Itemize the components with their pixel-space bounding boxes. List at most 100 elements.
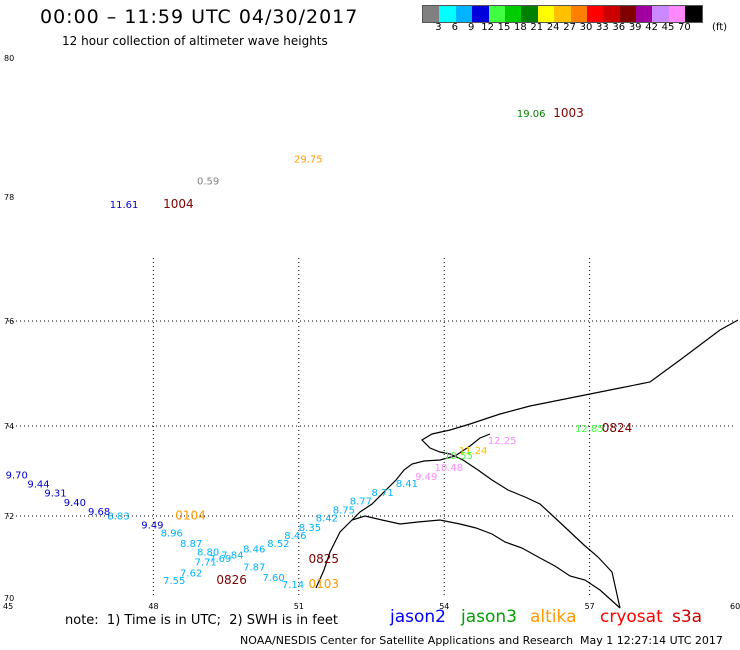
pass-time-label: 0103	[308, 577, 339, 591]
lon-tick-label: 60	[730, 602, 740, 611]
scale-label: 18	[514, 22, 527, 33]
color-scale-bar	[422, 5, 703, 23]
coastline-strait	[351, 433, 491, 521]
pass-time-label: 0825	[308, 552, 339, 566]
satellite-legend-item: jason2	[390, 607, 446, 627]
scale-swatch	[619, 6, 637, 22]
wave-height-value: 8.83	[107, 511, 129, 522]
scale-label: 36	[612, 22, 626, 33]
wave-height-value: 10.48	[435, 463, 464, 474]
coastline	[315, 319, 739, 609]
wave-height-value: 8.41	[396, 479, 418, 490]
scale-swatch	[570, 6, 587, 22]
scale-swatch	[423, 6, 440, 22]
scale-label: 33	[596, 22, 609, 33]
scale-swatch	[537, 6, 555, 22]
lat-tick-label: 80	[4, 54, 14, 63]
wave-height-value: 8.71	[372, 488, 394, 499]
wave-height-value: 11.24	[459, 446, 488, 457]
lat-tick-label: 72	[4, 512, 14, 521]
wave-height-value: 29.75	[294, 154, 323, 165]
pass-time-labels: 1003 1004 0824 0104 0825 0826 0103	[163, 106, 632, 591]
lat-tick-label: 76	[4, 317, 14, 326]
lon-tick-label: 51	[294, 602, 304, 611]
credit-line: NOAA/NESDIS Center for Satellite Applica…	[240, 634, 574, 647]
wave-height-value: 8.77	[350, 496, 372, 507]
scale-label: 21	[530, 22, 544, 33]
wave-height-value: 7.60	[262, 573, 284, 584]
wave-height-value: 9.31	[44, 489, 66, 500]
wave-height-value: 10.55	[444, 451, 473, 462]
wave-height-value: 7.55	[163, 576, 185, 587]
lon-tick-label: 48	[148, 602, 158, 611]
wave-height-value: 7.14	[282, 580, 304, 591]
satellite-legend-item: altika	[530, 607, 577, 627]
satellite-legend-item: cryosat	[600, 607, 663, 627]
coastline-main	[421, 319, 739, 609]
scale-swatch	[472, 6, 489, 22]
pass-time-label: 1003	[553, 106, 584, 120]
wave-height-value: 7.84	[221, 551, 243, 562]
wave-height-value: 19.06	[517, 109, 546, 120]
scale-label: 42	[645, 22, 658, 33]
scale-swatch	[455, 6, 473, 22]
scale-swatch	[439, 6, 456, 22]
wave-height-value: 8.46	[243, 544, 265, 555]
coastline-south	[315, 515, 621, 609]
lat-tick-label: 78	[4, 193, 14, 202]
lon-tick-label: 45	[3, 602, 13, 611]
satellite-legend-item: s3a	[672, 607, 703, 627]
scale-swatch	[668, 6, 686, 22]
wave-height-value: 11.61	[110, 200, 139, 211]
wave-height-value: 7.62	[180, 569, 202, 580]
scale-label: 12	[481, 22, 494, 33]
scale-swatch	[652, 6, 669, 22]
scale-label: 27	[563, 22, 576, 33]
wave-height-value: 9.70	[6, 471, 28, 482]
scale-label: 30	[579, 22, 593, 33]
satellite-legend-item: jason3	[461, 607, 517, 627]
scale-swatch	[504, 6, 522, 22]
wave-height-value: 7.87	[243, 563, 265, 574]
map-title: 00:00 – 11:59 UTC 04/30/2017	[40, 6, 359, 28]
timestamp: May 1 12:27:14 UTC 2017	[580, 634, 723, 647]
wave-height-value: 8.96	[161, 529, 183, 540]
pass-time-label: 1004	[163, 197, 194, 211]
wave-height-value: 9.68	[88, 507, 110, 518]
scale-label: 6	[451, 22, 458, 33]
wave-height-value: 8.42	[316, 514, 338, 525]
lon-tick-label: 54	[439, 602, 449, 611]
wave-height-value: 7.69	[209, 554, 231, 565]
wave-height-value: 7.71	[195, 558, 217, 569]
scale-label: 39	[628, 22, 642, 33]
wave-height-value: 12.85	[575, 424, 604, 435]
wave-height-value: 9.40	[64, 498, 86, 509]
wave-height-value: 8.35	[299, 523, 321, 534]
scale-swatch	[554, 6, 571, 22]
wave-height-value: 8.80	[197, 547, 219, 558]
scale-swatch	[636, 6, 653, 22]
wave-height-value: 8.52	[267, 539, 289, 550]
scale-swatch	[685, 6, 702, 22]
scale-label: 3	[435, 22, 442, 33]
pass-time-label: 0104	[175, 508, 206, 522]
wave-height-value: 12.25	[488, 436, 517, 447]
scale-swatch	[521, 6, 538, 22]
lat-tick-label: 70	[4, 594, 14, 603]
scale-label: 45	[661, 22, 675, 33]
scale-label: 70	[678, 22, 691, 33]
lon-tick-label: 57	[585, 602, 595, 611]
wave-height-value: 9.44	[27, 480, 49, 491]
wave-height-value: 9.49	[141, 520, 163, 531]
scale-label: 15	[497, 22, 511, 33]
lat-tick-label: 74	[4, 422, 14, 431]
wave-height-value: 8.87	[180, 539, 202, 550]
scale-swatch	[586, 6, 604, 22]
wave-height-value: 9.49	[415, 472, 437, 483]
wave-height-value: 8.46	[284, 531, 306, 542]
wave-height-value: 8.75	[333, 505, 355, 516]
color-scale-unit: (ft)	[712, 22, 728, 33]
wave-height-value: 0.59	[197, 176, 219, 187]
